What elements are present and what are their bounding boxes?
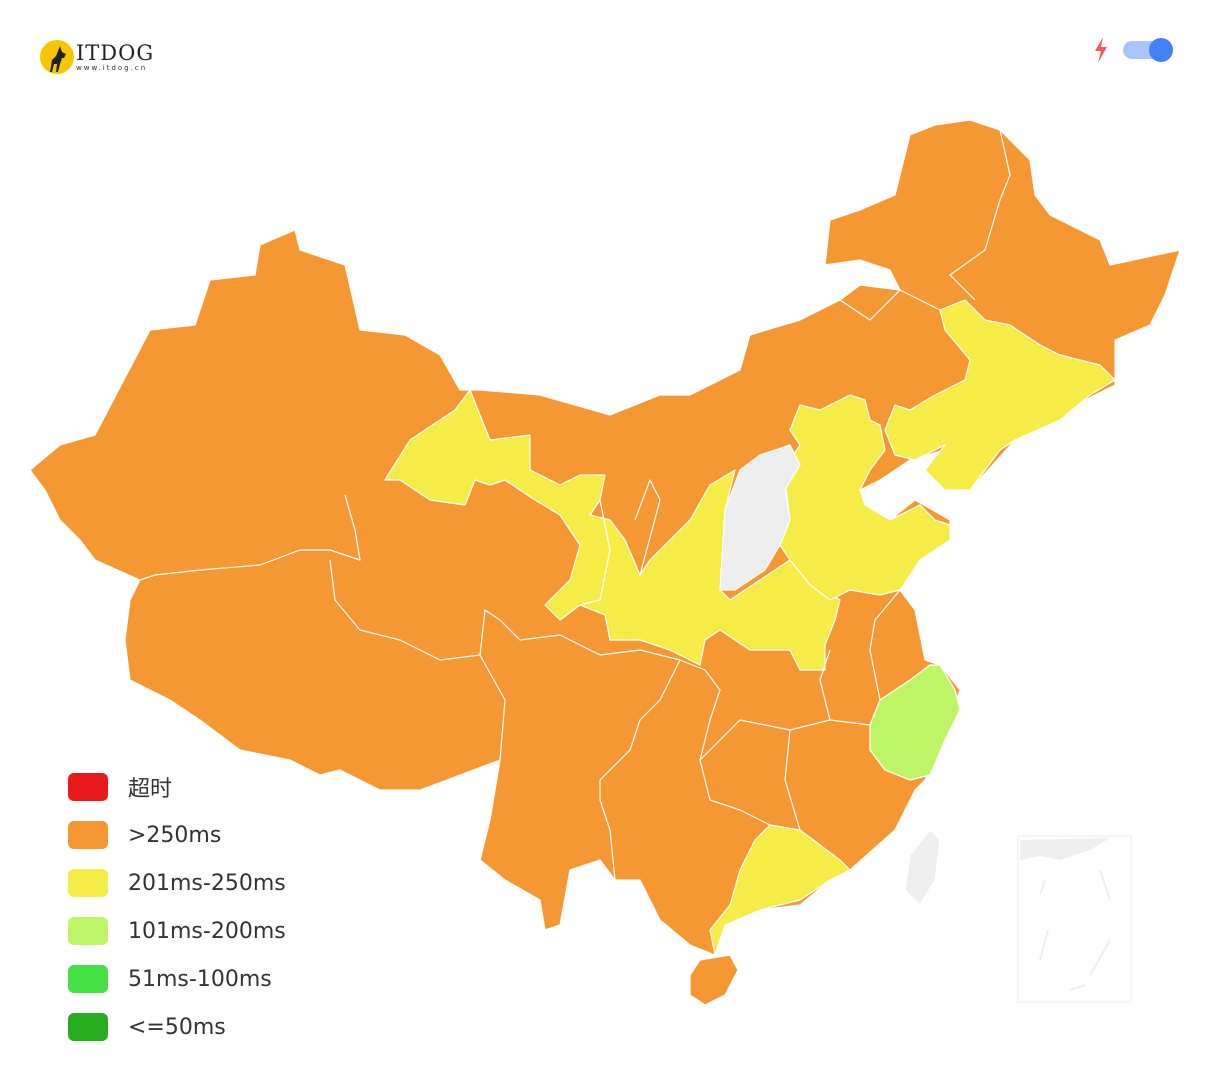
toggle-knob (1149, 38, 1173, 62)
region-201-250ms-south[interactable] (709, 824, 851, 956)
region-no-data[interactable] (719, 444, 801, 591)
legend-label: 51ms-100ms (128, 966, 272, 992)
legend-swatch (68, 869, 108, 897)
legend-label: >250ms (128, 822, 222, 848)
region-201-250ms-northwest[interactable] (384, 389, 841, 671)
region-no-data-island[interactable] (904, 829, 941, 906)
itdog-logo: ITDOG www.itdog.cn (40, 40, 154, 74)
legend-label: 超时 (128, 777, 173, 802)
legend-label: 201ms-250ms (128, 870, 286, 896)
legend-item-201-250ms[interactable]: 201ms-250ms (68, 859, 286, 907)
legend-label: 101ms-200ms (128, 918, 286, 944)
legend-label: <=50ms (128, 1014, 226, 1040)
legend-item-under-50ms[interactable]: <=50ms (68, 1003, 286, 1051)
region-over-250ms-island[interactable] (689, 954, 739, 1006)
legend-swatch (68, 917, 108, 945)
legend-item-51-100ms[interactable]: 51ms-100ms (68, 955, 286, 1003)
legend-swatch (68, 821, 108, 849)
legend-swatch (68, 1013, 108, 1041)
legend-item-101-200ms[interactable]: 101ms-200ms (68, 907, 286, 955)
legend-swatch (68, 965, 108, 993)
lightning-icon[interactable] (1092, 36, 1110, 68)
region-101-200ms[interactable] (869, 664, 961, 781)
legend-swatch (68, 773, 108, 801)
latency-legend: 超时 >250ms 201ms-250ms 101ms-200ms 51ms-1… (68, 763, 286, 1051)
logo-subtext: www.itdog.cn (76, 63, 148, 72)
mode-toggle[interactable] (1123, 38, 1173, 62)
legend-item-timeout[interactable]: 超时 (68, 763, 286, 811)
province-borders (139, 129, 1011, 881)
legend-item-over-250ms[interactable]: >250ms (68, 811, 286, 859)
region-201-250ms-northeast[interactable] (884, 299, 1116, 491)
south-china-sea-inset (1017, 835, 1132, 1003)
logo-text: ITDOG (76, 40, 155, 65)
dog-logo-icon (40, 40, 74, 74)
